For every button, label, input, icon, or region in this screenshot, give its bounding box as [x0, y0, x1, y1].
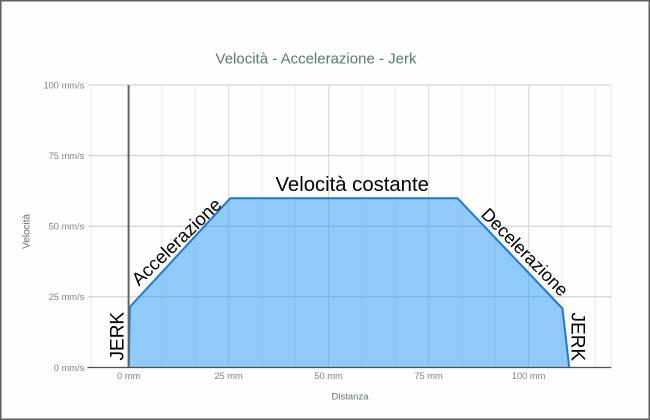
svg-text:Distanza: Distanza [332, 392, 370, 403]
svg-text:75 mm: 75 mm [414, 371, 443, 381]
svg-text:0 mm/s: 0 mm/s [54, 363, 85, 373]
svg-text:75 mm/s: 75 mm/s [49, 151, 85, 161]
svg-text:JERK: JERK [566, 313, 587, 362]
svg-text:50 mm: 50 mm [314, 371, 343, 381]
svg-text:100 mm/s: 100 mm/s [43, 80, 84, 90]
svg-text:0 mm: 0 mm [117, 371, 140, 381]
svg-text:100 mm: 100 mm [512, 371, 546, 381]
svg-text:50 mm/s: 50 mm/s [49, 222, 85, 232]
svg-text:25 mm: 25 mm [214, 371, 243, 381]
svg-text:25 mm/s: 25 mm/s [49, 292, 85, 302]
svg-text:Velocità: Velocità [22, 213, 33, 248]
svg-text:Velocità costante: Velocità costante [276, 174, 429, 196]
svg-text:JERK: JERK [108, 312, 129, 361]
svg-text:Velocità - Accelerazione - Jer: Velocità - Accelerazione - Jerk [216, 51, 417, 68]
